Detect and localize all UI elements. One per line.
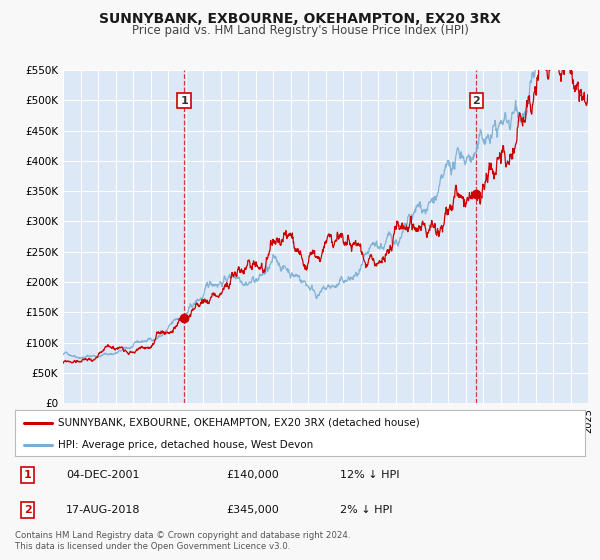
Text: Contains HM Land Registry data © Crown copyright and database right 2024.: Contains HM Land Registry data © Crown c… xyxy=(15,531,350,540)
Text: SUNNYBANK, EXBOURNE, OKEHAMPTON, EX20 3RX: SUNNYBANK, EXBOURNE, OKEHAMPTON, EX20 3R… xyxy=(99,12,501,26)
Text: 12% ↓ HPI: 12% ↓ HPI xyxy=(340,470,400,480)
Text: 04-DEC-2001: 04-DEC-2001 xyxy=(66,470,140,480)
Text: 1: 1 xyxy=(23,470,31,480)
Text: 17-AUG-2018: 17-AUG-2018 xyxy=(66,505,141,515)
Text: 2% ↓ HPI: 2% ↓ HPI xyxy=(340,505,392,515)
Text: 2: 2 xyxy=(472,96,480,106)
Text: SUNNYBANK, EXBOURNE, OKEHAMPTON, EX20 3RX (detached house): SUNNYBANK, EXBOURNE, OKEHAMPTON, EX20 3R… xyxy=(58,418,419,428)
Text: Price paid vs. HM Land Registry's House Price Index (HPI): Price paid vs. HM Land Registry's House … xyxy=(131,24,469,36)
Text: 1: 1 xyxy=(180,96,188,106)
Text: HPI: Average price, detached house, West Devon: HPI: Average price, detached house, West… xyxy=(58,440,313,450)
Text: £140,000: £140,000 xyxy=(226,470,278,480)
Text: £345,000: £345,000 xyxy=(226,505,278,515)
Text: 2: 2 xyxy=(23,505,31,515)
Text: This data is licensed under the Open Government Licence v3.0.: This data is licensed under the Open Gov… xyxy=(15,542,290,551)
